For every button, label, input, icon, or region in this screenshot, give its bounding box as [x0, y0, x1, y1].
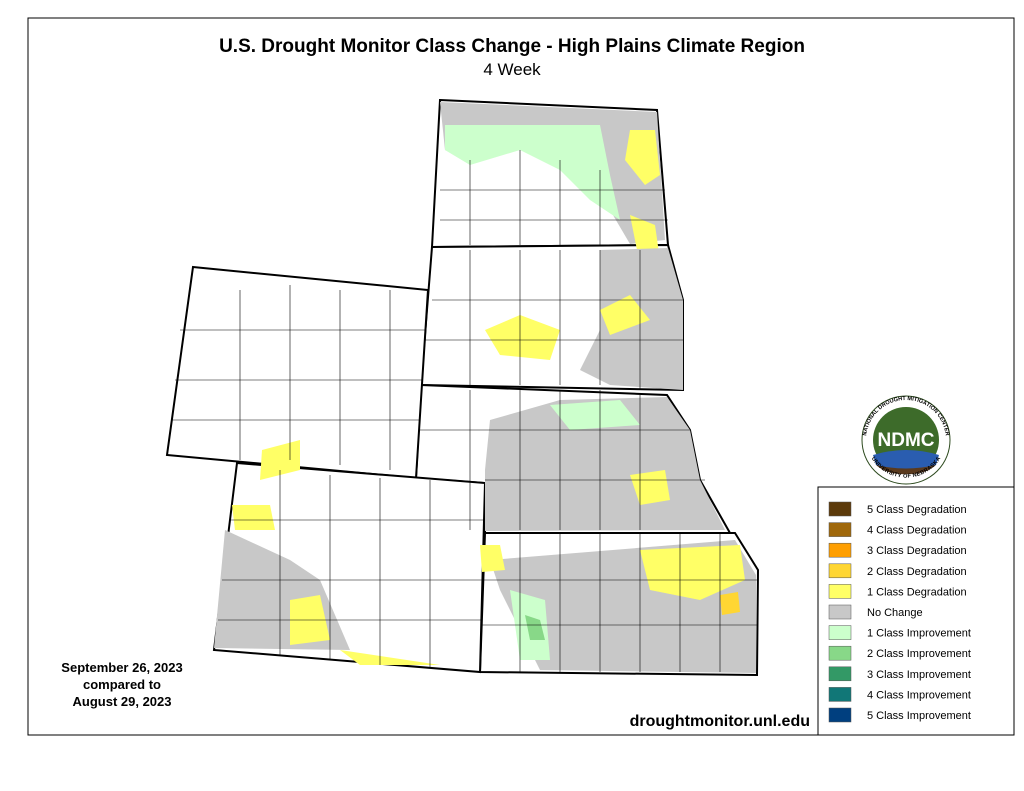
- date-line: August 29, 2023: [73, 694, 172, 709]
- legend-swatch: [828, 522, 852, 537]
- logo: NDMC NATIONAL DROUGHT MITIGATION CENTER …: [861, 395, 951, 485]
- legend-label: 4 Class Improvement: [867, 689, 971, 701]
- legend-swatch: [828, 707, 852, 723]
- legend-label: 3 Class Improvement: [867, 669, 971, 681]
- area: [720, 592, 740, 615]
- legend-label: 1 Class Improvement: [867, 628, 971, 640]
- area: [340, 650, 440, 665]
- legend-label: No Change: [867, 607, 923, 619]
- date-note: September 26, 2023 compared to August 29, …: [61, 660, 182, 709]
- subtitle: 4 Week: [483, 60, 541, 79]
- legend-swatch: [828, 666, 852, 682]
- legend-label: 2 Class Degradation: [867, 566, 967, 578]
- legend-swatch: [828, 625, 852, 640]
- area: [625, 130, 660, 185]
- date-line: September 26, 2023: [61, 660, 182, 675]
- legend-label: 3 Class Degradation: [867, 545, 967, 557]
- area: [232, 505, 275, 530]
- website: droughtmonitor.unl.edu: [630, 713, 810, 730]
- legend-label: 5 Class Improvement: [867, 710, 971, 722]
- legend-swatch: [828, 645, 852, 661]
- area: [485, 315, 560, 360]
- area: [445, 125, 620, 220]
- area: [550, 400, 640, 430]
- area: [640, 545, 745, 600]
- legend-swatch: [828, 501, 852, 517]
- legend-label: 4 Class Degradation: [867, 525, 967, 537]
- title: U.S. Drought Monitor Class Change - High…: [219, 36, 805, 57]
- legend-label: 1 Class Degradation: [867, 586, 967, 598]
- logo-acronym: NDMC: [878, 430, 935, 451]
- logo-soil: [876, 465, 936, 475]
- legend-swatch: [828, 687, 852, 702]
- logo-water: [873, 450, 939, 470]
- area: [525, 615, 545, 640]
- area: [600, 295, 650, 335]
- map: [165, 98, 760, 677]
- area: [480, 545, 505, 572]
- legend-swatch: [828, 584, 852, 599]
- legend-label: 5 Class Degradation: [867, 504, 967, 516]
- date-line: compared to: [83, 677, 161, 692]
- legend-label: 2 Class Improvement: [867, 648, 971, 660]
- legend-swatch: [828, 542, 852, 558]
- legend: 5 Class Degradation 4 Class Degradation 3 …: [828, 501, 971, 723]
- legend-swatch: [828, 563, 852, 579]
- legend-swatch: [828, 604, 852, 620]
